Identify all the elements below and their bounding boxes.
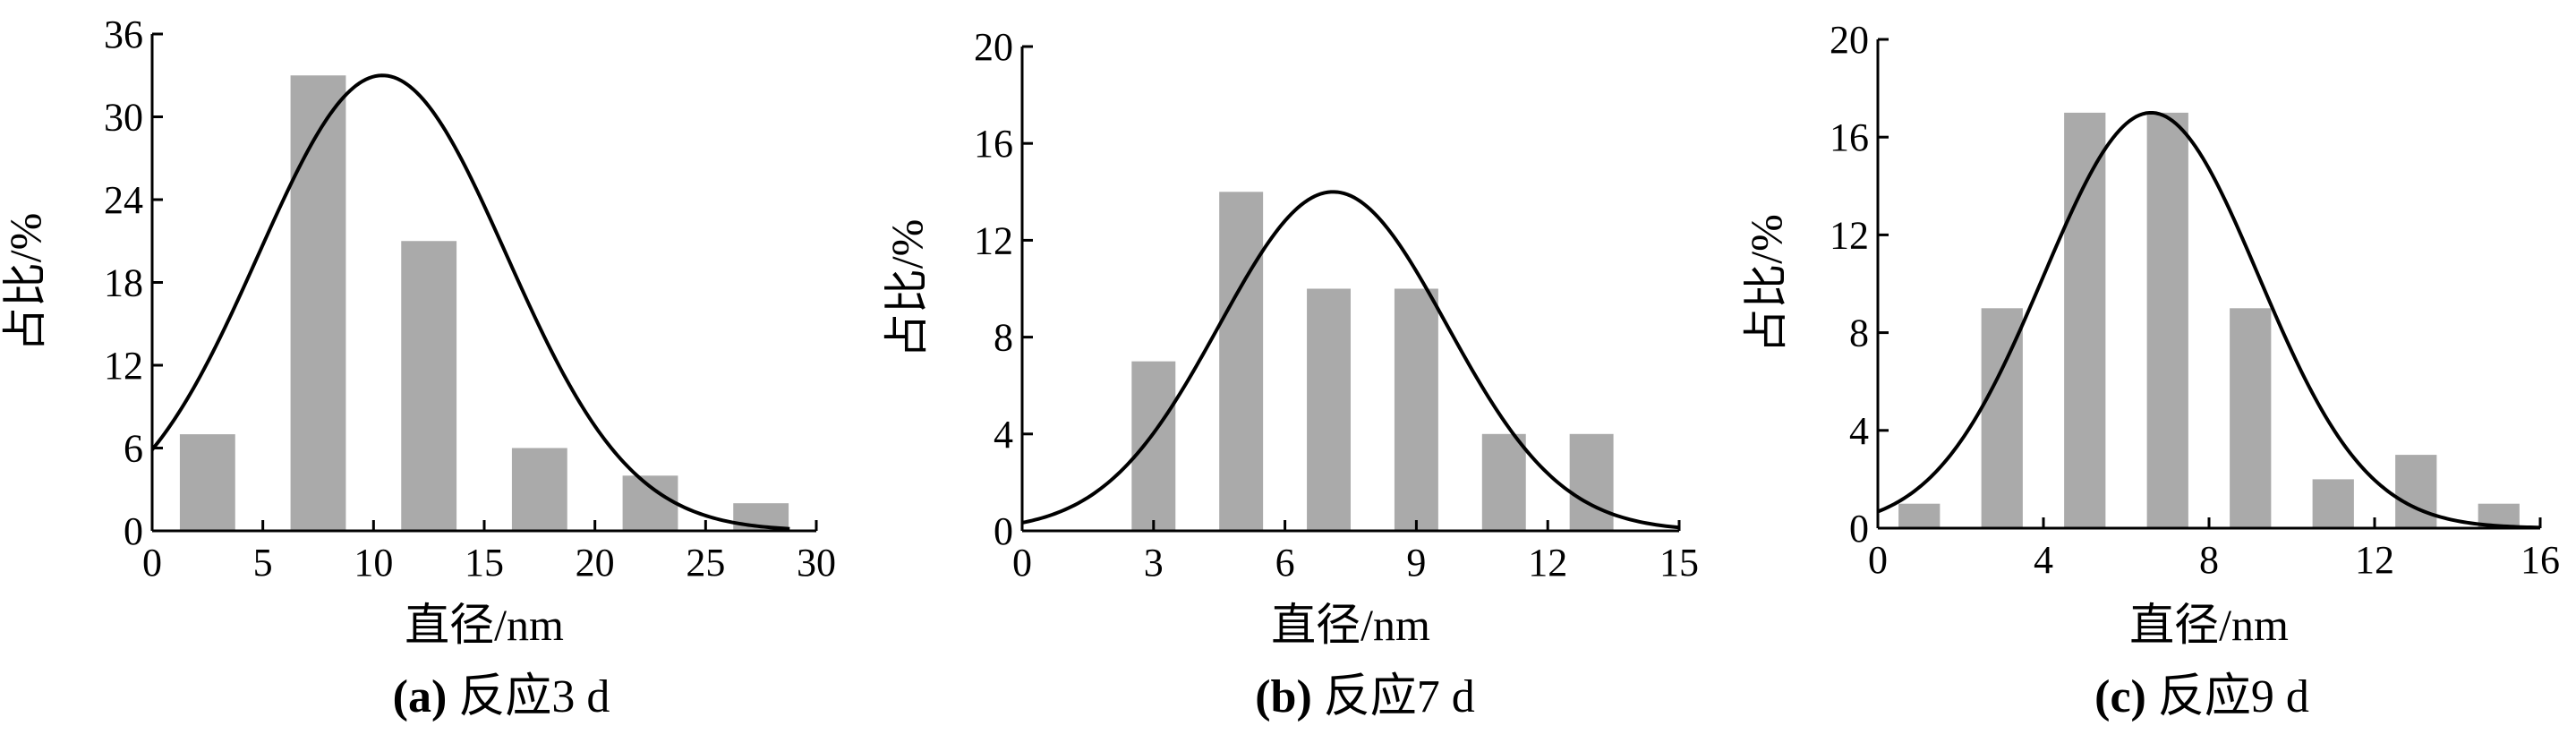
panel-caption: (a) 反应3 d [393,671,610,722]
x-tick-label: 0 [1868,538,1888,582]
x-tick-label: 0 [1012,541,1032,585]
x-tick-label: 5 [253,541,273,585]
y-tick-label: 12 [1830,213,1869,257]
caption-text: 反应3 d [458,671,610,722]
caption-prefix: (b) [1255,671,1324,722]
x-tick-label: 16 [2521,538,2560,582]
y-tick-label: 18 [104,261,143,305]
caption-text: 反应9 d [2158,671,2309,722]
fit-curve [1877,110,2541,530]
bar-1 [179,434,235,531]
y-tick-label: 16 [974,122,1013,166]
caption-prefix: (c) [2094,671,2158,722]
x-tick-label: 6 [1275,541,1295,585]
y-tick-label: 20 [1830,18,1869,62]
y-tick-label: 8 [994,316,1013,360]
bar-4 [2146,112,2188,529]
y-tick-label: 0 [124,509,143,553]
x-tick-label: 12 [1528,541,1567,585]
y-tick-label: 12 [104,344,143,388]
y-axis-title: 占比/% [882,219,932,359]
y-tick-label: 30 [104,96,143,140]
y-tick-label: 8 [1849,312,1869,355]
y-tick-label: 4 [994,413,1013,457]
x-tick-label: 4 [2034,538,2053,582]
bar-6 [1569,433,1614,531]
bar-7 [2395,455,2437,528]
bar-5 [622,475,678,531]
chart-panel-1: 0 5 10 15 20 25 30 0 6 12 18 24 30 36 直径/nm 占比/% (a) 反应3… [0,13,836,722]
y-axis-title: 占比/% [0,213,50,353]
x-axis-title: 直径/nm [405,600,564,650]
x-tick-label: 8 [2199,538,2219,582]
bar-5 [2230,308,2272,528]
x-tick-label: 0 [142,541,162,585]
bar-3 [1307,288,1351,531]
bar-1 [1898,503,1941,528]
x-tick-label: 30 [797,541,836,585]
bar-5 [1481,433,1526,531]
x-tick-label: 9 [1406,541,1426,585]
fit-curve [1021,190,1680,530]
panel-caption: (c) 反应9 d [2094,671,2309,722]
panel-caption: (b) 反应7 d [1255,671,1475,722]
bar-4 [1394,288,1438,531]
bar-3 [2064,112,2106,529]
x-tick-label: 3 [1144,541,1164,585]
y-tick-label: 12 [974,218,1013,262]
y-tick-label: 24 [104,178,143,222]
caption-prefix: (a) [393,671,459,722]
fit-curve [150,73,790,531]
chart-panel-2: 0 3 6 9 12 15 0 4 8 12 16 20 直径/nm 占比/% (b) 反应7 d [882,25,1699,722]
y-axis-title: 占比/% [1741,214,1791,354]
x-tick-label: 25 [686,541,725,585]
x-axis-title: 直径/nm [1271,600,1430,650]
x-tick-label: 15 [465,541,504,585]
bar-3 [401,241,457,531]
bar-1 [1131,361,1176,531]
x-tick-label: 12 [2355,538,2394,582]
x-tick-label: 10 [354,541,393,585]
y-tick-label: 20 [974,25,1013,69]
bar-6 [2312,479,2354,528]
x-tick-label: 20 [576,541,615,585]
bar-2 [290,75,346,531]
y-tick-label: 16 [1830,115,1869,159]
y-tick-label: 0 [994,509,1013,553]
y-tick-label: 6 [124,427,143,471]
bar-2 [1981,308,2023,528]
bar-2 [1219,192,1264,532]
y-tick-label: 4 [1849,409,1869,453]
x-axis-title: 直径/nm [2129,600,2289,650]
bar-4 [511,448,567,531]
y-tick-label: 0 [1849,507,1869,551]
x-tick-label: 15 [1659,541,1699,585]
y-tick-label: 36 [104,13,143,56]
caption-text: 反应7 d [1324,671,1475,722]
chart-panel-3: 0 4 8 12 16 0 4 8 12 16 20 直径/nm 占比/% (c) 反应9 d [1741,18,2560,722]
